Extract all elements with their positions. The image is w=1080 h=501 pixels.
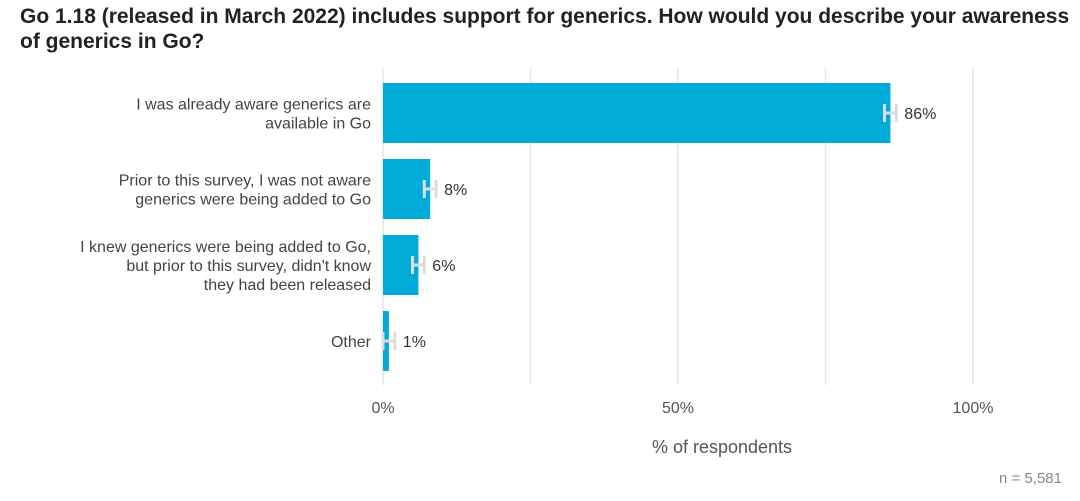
data-label: 86% (904, 106, 936, 123)
category-label: but prior to this survey, didn't know (126, 258, 371, 275)
category-label: they had been released (204, 277, 371, 294)
chart-title: Go 1.18 (released in March 2022) include… (20, 5, 1070, 53)
category-label: available in Go (265, 116, 371, 133)
error-bar (381, 332, 397, 350)
error-bar (411, 256, 426, 274)
category-label: generics were being added to Go (135, 192, 371, 209)
sample-size-note: n = 5,581 (999, 470, 1062, 487)
category-label: Prior to this survey, I was not aware (119, 173, 371, 190)
data-label: 1% (403, 334, 426, 351)
error-bar (883, 104, 898, 122)
error-bar (422, 180, 438, 198)
bar (383, 83, 891, 143)
data-label: 6% (432, 258, 455, 275)
category-label: I was already aware generics are (136, 97, 371, 114)
x-tick-label: 100% (953, 400, 994, 417)
x-tick-label: 50% (662, 400, 694, 417)
x-axis-label: % of respondents (652, 437, 792, 457)
category-label: I knew generics were being added to Go, (80, 239, 371, 256)
bar (383, 159, 431, 219)
x-tick-label: 0% (371, 400, 394, 417)
category-label: Other (331, 334, 372, 351)
data-label: 8% (444, 182, 467, 199)
